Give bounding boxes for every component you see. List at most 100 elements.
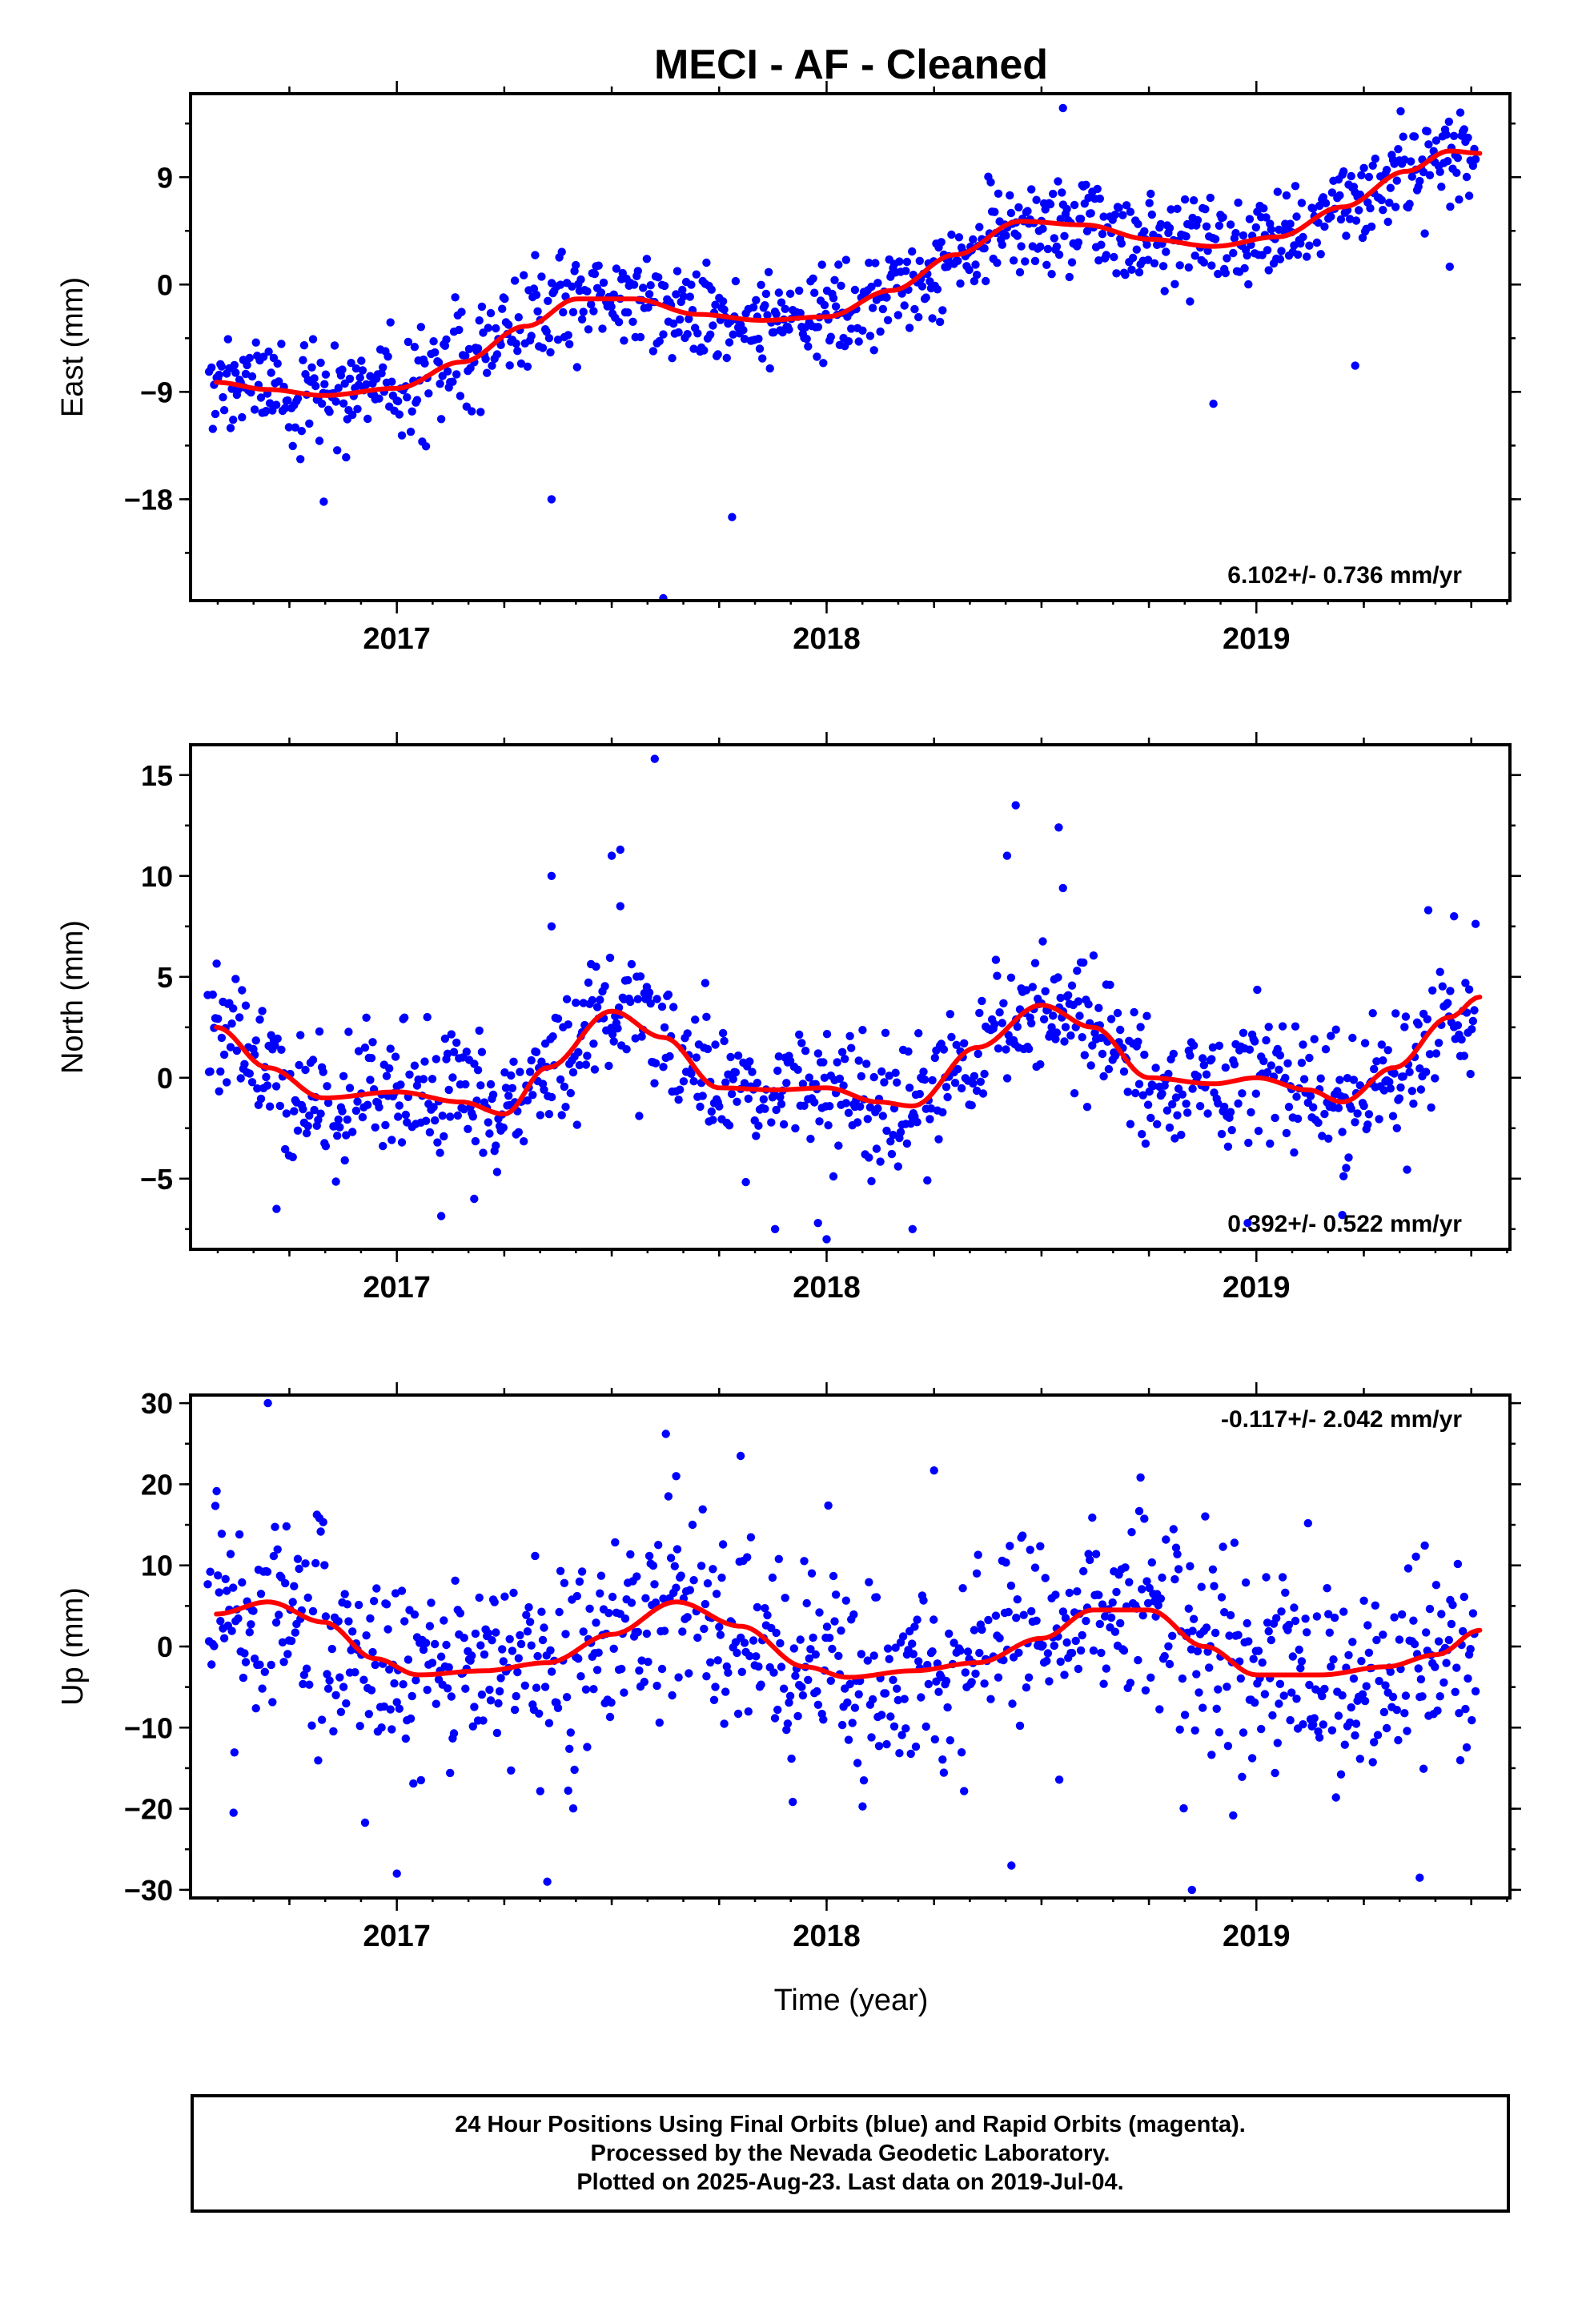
east-point bbox=[481, 355, 490, 364]
up-point bbox=[1254, 1647, 1263, 1655]
north-rate-label: 0.392+/- 0.522 mm/yr bbox=[1227, 1211, 1462, 1237]
up-point bbox=[632, 1572, 641, 1581]
east-point bbox=[718, 297, 728, 306]
east-point bbox=[510, 276, 520, 285]
north-outlier-point bbox=[770, 1224, 780, 1234]
up-point bbox=[585, 1604, 594, 1614]
up-point bbox=[789, 1644, 798, 1653]
north-point bbox=[744, 1094, 753, 1104]
up-point bbox=[544, 1719, 554, 1727]
up-point bbox=[1419, 1764, 1428, 1773]
north-point bbox=[1263, 1068, 1272, 1077]
up-point bbox=[1136, 1473, 1145, 1482]
up-point bbox=[442, 1640, 451, 1650]
up-point bbox=[1191, 1726, 1199, 1735]
east-point bbox=[484, 324, 492, 332]
up-point bbox=[942, 1676, 951, 1686]
east-point bbox=[858, 326, 867, 335]
east-point bbox=[865, 332, 875, 340]
east-point bbox=[1206, 193, 1215, 203]
east-point bbox=[1305, 241, 1314, 250]
up-point bbox=[1257, 1724, 1266, 1734]
up-outlier-point bbox=[930, 1466, 938, 1475]
up-point bbox=[334, 1617, 343, 1626]
east-point bbox=[473, 344, 483, 353]
north-point bbox=[1119, 1067, 1129, 1076]
up-point bbox=[721, 1687, 730, 1696]
north-point bbox=[608, 1030, 617, 1039]
up-point bbox=[909, 1650, 918, 1659]
up-point bbox=[1134, 1506, 1144, 1516]
east-point bbox=[420, 359, 429, 368]
up-point bbox=[536, 1787, 544, 1795]
east-point bbox=[394, 396, 403, 406]
up-point bbox=[1444, 1635, 1454, 1645]
east-point bbox=[1074, 238, 1083, 247]
up-point bbox=[1126, 1679, 1135, 1687]
north-point bbox=[1215, 1041, 1224, 1051]
north-point bbox=[915, 1089, 925, 1099]
east-point bbox=[629, 280, 639, 289]
up-point bbox=[1460, 1592, 1469, 1602]
up-point bbox=[1279, 1691, 1288, 1700]
east-point bbox=[577, 315, 587, 324]
east-point bbox=[299, 356, 307, 364]
north-point bbox=[1435, 967, 1444, 976]
up-point bbox=[924, 1679, 934, 1689]
north-point bbox=[432, 1055, 440, 1063]
east-point bbox=[1240, 263, 1249, 273]
up-point bbox=[1456, 1755, 1465, 1765]
north-point bbox=[1234, 1099, 1243, 1108]
east-point bbox=[1371, 155, 1380, 163]
north-point bbox=[1036, 1059, 1045, 1069]
up-point bbox=[706, 1658, 715, 1667]
east-point bbox=[1017, 242, 1026, 251]
east-point bbox=[559, 308, 568, 317]
up-point bbox=[783, 1719, 793, 1728]
north-point bbox=[1468, 1025, 1476, 1034]
east-point bbox=[854, 337, 863, 346]
north-point bbox=[815, 1117, 824, 1126]
north-point bbox=[212, 959, 221, 968]
east-point bbox=[1023, 207, 1032, 215]
east-point bbox=[513, 347, 522, 356]
up-point bbox=[1312, 1612, 1322, 1621]
east-point bbox=[1043, 244, 1053, 254]
east-point bbox=[648, 347, 658, 356]
east-point bbox=[1065, 272, 1074, 282]
east-outlier-point bbox=[319, 497, 328, 506]
up-point bbox=[958, 1584, 967, 1593]
north-point bbox=[990, 1019, 999, 1029]
north-point bbox=[1284, 1103, 1294, 1112]
up-point bbox=[1178, 1674, 1187, 1683]
up-point bbox=[1210, 1582, 1219, 1590]
north-point bbox=[1123, 1088, 1132, 1096]
north-point bbox=[1339, 1172, 1348, 1181]
up-point bbox=[556, 1566, 565, 1576]
east-point bbox=[1312, 238, 1322, 247]
up-point bbox=[917, 1693, 926, 1702]
north-point bbox=[499, 1123, 508, 1132]
east-point bbox=[436, 380, 444, 388]
north-point bbox=[1415, 1064, 1424, 1073]
north-point bbox=[1396, 1083, 1405, 1092]
east-point bbox=[1102, 251, 1111, 259]
east-point bbox=[994, 189, 1003, 198]
up-point bbox=[1162, 1535, 1170, 1544]
north-point bbox=[363, 1100, 372, 1109]
up-point bbox=[1273, 1739, 1283, 1747]
up-point bbox=[972, 1569, 982, 1578]
up-point bbox=[650, 1580, 659, 1589]
east-point bbox=[1030, 256, 1040, 266]
up-point bbox=[1263, 1618, 1272, 1627]
north-point bbox=[896, 1128, 905, 1137]
up-point bbox=[495, 1687, 504, 1696]
up-point bbox=[325, 1676, 334, 1685]
east-point bbox=[1359, 163, 1368, 172]
north-point bbox=[305, 1111, 314, 1120]
north-point bbox=[520, 1137, 528, 1146]
up-point bbox=[1141, 1686, 1150, 1695]
up-point bbox=[485, 1685, 494, 1695]
up-point bbox=[700, 1624, 709, 1634]
north-point bbox=[447, 1030, 456, 1039]
